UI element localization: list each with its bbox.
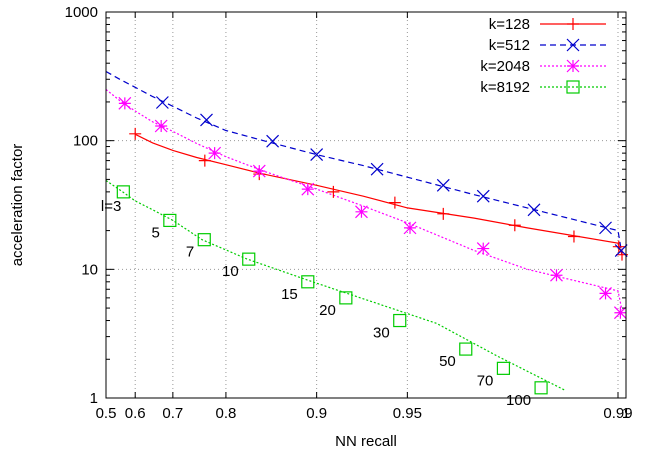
data-point-k=512 [527,203,541,217]
data-point-k=2048 [301,182,315,196]
data-point-k=512 [370,162,384,176]
point-label: 20 [319,302,336,319]
legend-marker [566,80,580,94]
data-point-k=128 [129,127,142,140]
point-label: 30 [373,325,390,342]
y-tick-label: 100 [73,133,98,150]
plot-frame [105,11,627,399]
point-label: l=3 [101,198,121,215]
data-point-k=128 [388,196,401,209]
point-label: 70 [477,372,494,389]
data-point-k=8192 [393,313,407,328]
data-point-k=2048 [550,268,563,282]
data-point-k=128 [327,185,340,198]
data-point-k=512 [200,113,213,127]
data-point-k=8192 [163,213,177,228]
series-line-k=8192 [105,180,566,391]
data-point-k=2048 [613,306,627,320]
data-point-k=2048 [403,221,417,235]
legend-marker [566,59,580,73]
data-point-k=128 [508,219,521,232]
series-line-k=2048 [105,89,623,311]
data-point-k=2048 [599,286,612,300]
series-lines [105,70,623,391]
x-tick-label: 0.5 [96,405,117,422]
y-axis-title: acceleration factor [9,144,26,267]
data-point-k=128 [612,240,625,253]
series-line-k=512 [105,70,623,255]
data-point-k=8192 [116,185,130,199]
legend-marker [566,38,580,52]
x-axis-title: NN recall [335,433,397,450]
x-tick-label: 0.95 [393,405,422,422]
legend-label: k=8192 [480,79,530,96]
x-tick-label: 0.7 [162,405,183,422]
data-point-k=128 [437,207,450,220]
point-label: 100 [506,392,531,409]
point-label: 50 [439,353,456,370]
data-point-k=8192 [534,381,548,395]
legend-marker [567,18,579,30]
x-tick-label: 0.8 [215,405,236,422]
y-tick-label: 10 [81,261,98,278]
data-point-k=2048 [154,119,168,133]
data-point-k=2048 [355,205,368,219]
data-point-k=512 [310,148,324,161]
point-label: 5 [151,224,159,241]
data-point-k=8192 [459,342,473,356]
point-annotations: l=3 5 7 10 15 20 30 50 70 100 [101,198,531,409]
x-tick-label: 0.99 [603,405,632,422]
data-point-k=2048 [252,164,266,178]
legend-label: k=512 [489,37,530,54]
data-point-k=128 [198,154,211,167]
data-point-k=8192 [197,233,211,247]
data-point-k=8192 [242,252,256,266]
y-tick-label: 1 [90,390,98,407]
data-point-k=8192 [496,361,511,375]
data-point-k=8192 [339,291,353,305]
legend: k=128 k=512 k=2048 k=8192 [480,16,606,96]
data-point-k=512 [266,134,280,148]
x-tick-label: 0.6 [125,405,146,422]
data-point-k=512 [614,244,628,257]
data-point-k=512 [599,221,612,235]
series-line-k=128 [134,133,623,255]
legend-label: k=128 [489,16,530,33]
y-tick-label: 1000 [65,4,98,21]
grid [106,12,626,398]
x-tick-label: 0.9 [306,405,327,422]
data-point-k=8192 [301,275,315,289]
data-point-k=512 [436,178,450,192]
data-point-k=2048 [476,242,490,255]
data-point-k=2048 [118,96,132,110]
x-tick-label: 1 [622,405,630,422]
series-markers [116,96,628,395]
legend-label: k=2048 [480,58,530,75]
data-point-k=512 [476,189,490,203]
point-label: 7 [186,244,194,261]
data-point-k=128 [567,230,580,243]
data-point-k=2048 [208,146,222,160]
point-label: 10 [222,263,239,280]
data-point-k=512 [155,96,169,109]
point-label: 15 [281,286,298,303]
